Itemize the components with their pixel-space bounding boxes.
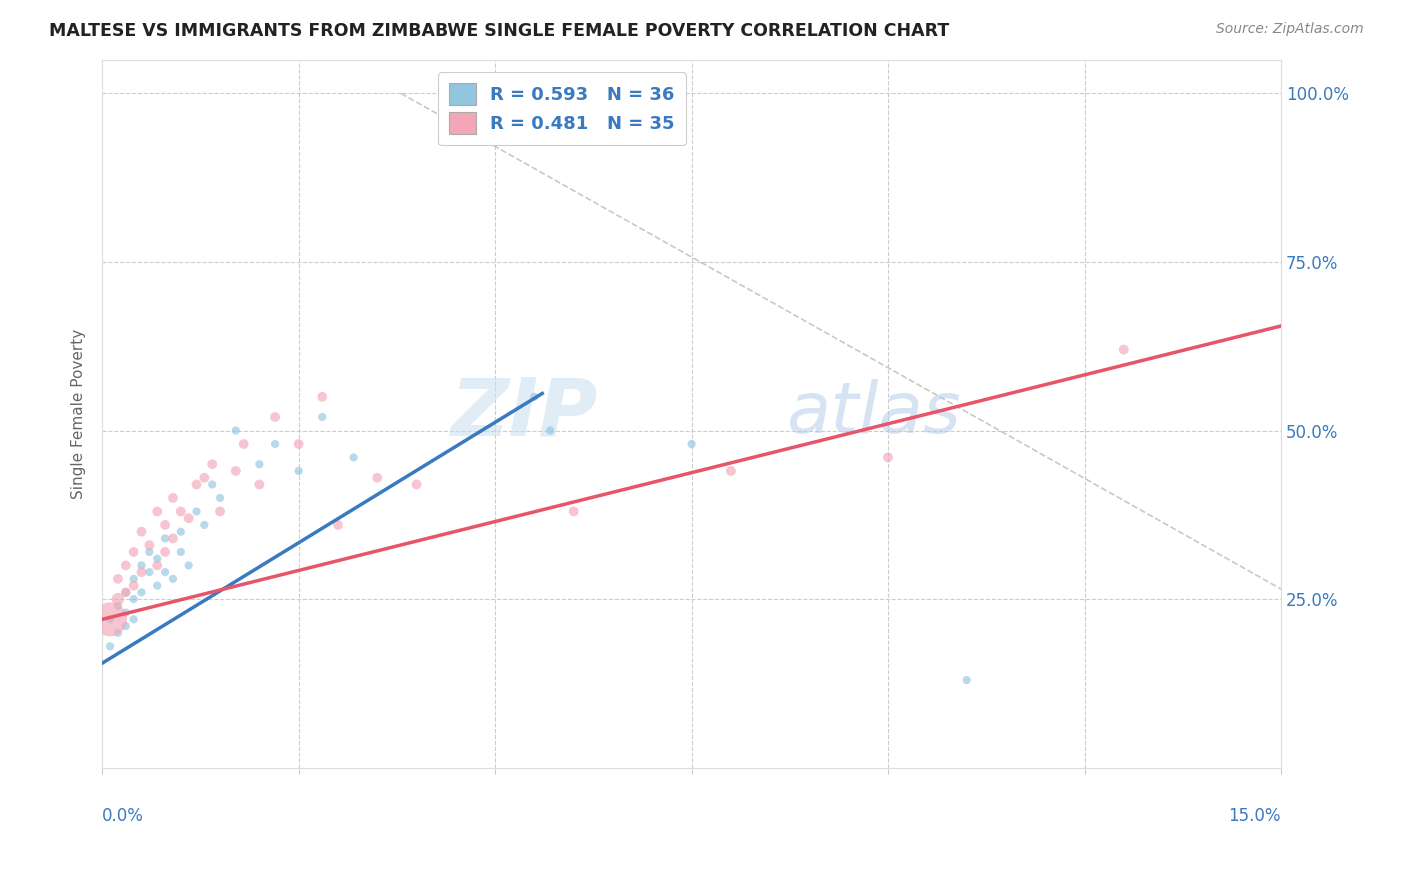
Point — [107, 592, 129, 607]
Point — [98, 612, 121, 626]
Point — [107, 572, 129, 586]
Point — [877, 450, 900, 465]
Point — [538, 424, 561, 438]
Point — [122, 579, 145, 593]
Point — [107, 625, 129, 640]
Point — [225, 424, 247, 438]
Point — [98, 612, 121, 626]
Point — [247, 457, 270, 471]
Point — [201, 457, 224, 471]
Point — [153, 517, 176, 532]
Point — [177, 511, 200, 525]
Point — [326, 517, 349, 532]
Point — [201, 477, 224, 491]
Point — [170, 545, 193, 559]
Point — [170, 524, 193, 539]
Point — [98, 640, 121, 654]
Point — [170, 504, 193, 518]
Point — [162, 491, 184, 505]
Point — [131, 524, 153, 539]
Text: atlas: atlas — [786, 379, 960, 448]
Point — [131, 558, 153, 573]
Point — [153, 545, 176, 559]
Point — [146, 558, 169, 573]
Point — [122, 592, 145, 607]
Point — [122, 545, 145, 559]
Point — [956, 673, 979, 687]
Point — [247, 477, 270, 491]
Point — [1112, 343, 1135, 357]
Point — [146, 504, 169, 518]
Point — [114, 558, 136, 573]
Point — [311, 410, 333, 425]
Text: 15.0%: 15.0% — [1229, 806, 1281, 824]
Point — [107, 599, 129, 613]
Point — [366, 471, 388, 485]
Point — [193, 517, 215, 532]
Point — [209, 491, 232, 505]
Point — [287, 464, 309, 478]
Point — [186, 504, 208, 518]
Point — [153, 532, 176, 546]
Point — [225, 464, 247, 478]
Point — [131, 565, 153, 579]
Text: ZIP: ZIP — [450, 375, 598, 452]
Point — [186, 477, 208, 491]
Point — [153, 565, 176, 579]
Point — [122, 612, 145, 626]
Point — [232, 437, 254, 451]
Point — [162, 532, 184, 546]
Point — [114, 585, 136, 599]
Point — [681, 437, 703, 451]
Point — [138, 565, 160, 579]
Y-axis label: Single Female Poverty: Single Female Poverty — [72, 328, 86, 499]
Point — [562, 504, 585, 518]
Point — [311, 390, 333, 404]
Point — [114, 619, 136, 633]
Point — [162, 572, 184, 586]
Point — [264, 410, 287, 425]
Text: Source: ZipAtlas.com: Source: ZipAtlas.com — [1216, 22, 1364, 37]
Point — [138, 545, 160, 559]
Point — [287, 437, 309, 451]
Point — [114, 585, 136, 599]
Point — [405, 477, 427, 491]
Text: 0.0%: 0.0% — [103, 806, 143, 824]
Point — [343, 450, 366, 465]
Point — [138, 538, 160, 552]
Point — [720, 464, 742, 478]
Point — [131, 585, 153, 599]
Point — [114, 606, 136, 620]
Point — [146, 579, 169, 593]
Point — [264, 437, 287, 451]
Point — [209, 504, 232, 518]
Legend: R = 0.593   N = 36, R = 0.481   N = 35: R = 0.593 N = 36, R = 0.481 N = 35 — [439, 72, 686, 145]
Point — [122, 572, 145, 586]
Point — [146, 551, 169, 566]
Point — [177, 558, 200, 573]
Point — [193, 471, 215, 485]
Point — [523, 390, 546, 404]
Text: MALTESE VS IMMIGRANTS FROM ZIMBABWE SINGLE FEMALE POVERTY CORRELATION CHART: MALTESE VS IMMIGRANTS FROM ZIMBABWE SING… — [49, 22, 949, 40]
